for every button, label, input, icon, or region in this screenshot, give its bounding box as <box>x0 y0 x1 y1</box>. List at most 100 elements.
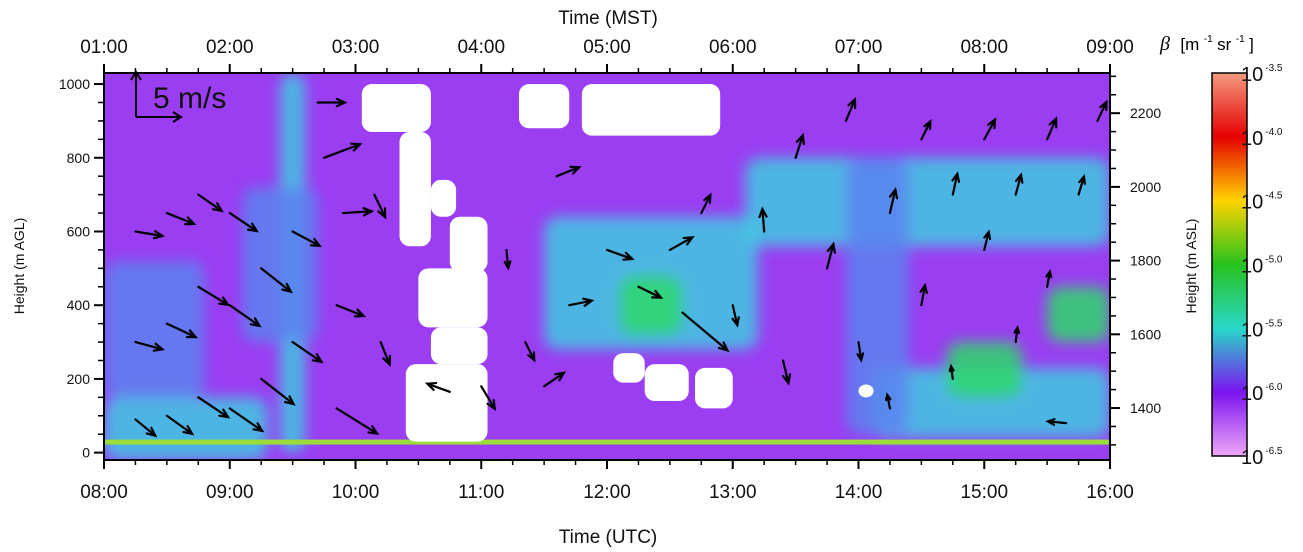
scale-arrow-label: 5 m/s <box>153 82 226 115</box>
top-tick-label: 01:00 <box>80 37 128 58</box>
missing-region <box>418 268 488 328</box>
colorbar-tick-label: 10 -4.5 <box>1241 191 1283 214</box>
wind-arrow <box>228 407 265 433</box>
top-tick-label: 03:00 <box>332 37 380 58</box>
wind-arrow <box>605 248 635 261</box>
wind-arrow <box>1096 99 1108 123</box>
wind-arrow <box>480 385 497 412</box>
wind-arrow <box>1014 172 1024 196</box>
colorbar-tick-base: 10 <box>1241 319 1263 341</box>
wind-arrow <box>884 392 892 410</box>
left-tick-label: 600 <box>67 223 91 239</box>
missing-region <box>399 131 431 247</box>
bottom-tick-label: 09:00 <box>206 482 254 503</box>
top-tick-label: 05:00 <box>583 37 631 58</box>
colorbar-tick-label: 10 -6.0 <box>1241 382 1283 405</box>
colorbar-tick-exponent: -4.0 <box>1265 127 1283 138</box>
missing-region <box>518 84 570 129</box>
wind-arrow <box>951 171 961 196</box>
colorbar-tick-exponent: -5.5 <box>1265 318 1283 329</box>
missing-region <box>430 179 457 217</box>
wind-arrow <box>197 285 231 307</box>
top-axis-title: Time (MST) <box>558 8 658 29</box>
wind-arrow <box>524 340 536 363</box>
wind-arrow <box>373 193 387 220</box>
missing-region <box>361 84 431 132</box>
colorbar-ticks: 10 -3.510 -4.010 -4.510 -5.010 -5.510 -6.010 -6… <box>1241 63 1283 469</box>
wind-arrow <box>1045 268 1053 288</box>
wind-arrow <box>1045 418 1068 426</box>
missing-region <box>644 364 689 402</box>
colorbar-tick-base: 10 <box>1241 128 1263 150</box>
colorbar-label: β [m -1 sr -1 ] <box>1159 29 1254 55</box>
colorbar-unit-exp1: -1 <box>1204 34 1213 45</box>
tick-labels: 08:00 01:00 09:00 02:00 10:00 03:00 11:00 04:00… <box>59 37 1162 503</box>
left-axis-title: Height (m AGL) <box>11 218 27 314</box>
plot-area <box>104 73 1110 460</box>
wind-arrow <box>681 311 730 353</box>
colorbar-tick-base: 10 <box>1241 447 1263 469</box>
left-tick-label: 0 <box>82 445 90 461</box>
tick-marks <box>94 64 1120 469</box>
field-region-blue <box>242 187 318 343</box>
wind-arrow <box>919 282 928 307</box>
colorbar-tick-exponent: -6.0 <box>1265 382 1283 393</box>
wind-arrow <box>291 230 322 248</box>
colorbar-tick-base: 10 <box>1241 64 1263 86</box>
right-tick-label: 1600 <box>1130 326 1161 342</box>
colorbar-tick-exponent: -4.5 <box>1265 191 1283 202</box>
colorbar-tick-base: 10 <box>1241 192 1263 214</box>
bottom-axis-title: Time (UTC) <box>559 527 658 548</box>
top-tick-label: 06:00 <box>709 37 757 58</box>
field-region-blue <box>845 157 909 435</box>
wind-arrow <box>197 396 231 419</box>
wind-arrow <box>503 248 512 271</box>
colorbar-tick-label: 10 -6.5 <box>1241 446 1283 469</box>
top-tick-label: 02:00 <box>206 37 254 58</box>
left-tick-label: 400 <box>67 297 91 313</box>
wind-arrow <box>920 118 932 141</box>
colorbar-tick-exponent: -3.5 <box>1265 63 1283 74</box>
field-region-green <box>946 342 1022 398</box>
wind-arrow <box>700 192 712 215</box>
wind-arrow <box>165 414 195 436</box>
right-tick-label: 2000 <box>1130 179 1161 195</box>
right-axis-title: Height (m ASL) <box>1183 219 1199 314</box>
wind-arrow <box>260 377 296 406</box>
wind-arrow <box>335 407 380 436</box>
colorbar-unit-exp2: -1 <box>1236 34 1245 45</box>
wind-arrow <box>856 340 865 363</box>
wind-arrow <box>983 117 997 141</box>
colorbar-unit-close: ] <box>1249 35 1254 54</box>
wind-arrow <box>316 97 348 108</box>
left-tick-label: 800 <box>67 150 91 166</box>
colorbar-tick-exponent: -5.0 <box>1265 255 1283 266</box>
wind-arrow <box>379 340 392 368</box>
wind-arrow <box>637 285 664 299</box>
wind-arrow <box>555 165 582 178</box>
bottom-tick-label: 15:00 <box>960 482 1008 503</box>
wind-arrow <box>341 207 375 217</box>
colorbar-unit: [m <box>1180 35 1199 54</box>
wind-arrow <box>568 297 595 307</box>
right-tick-label: 1800 <box>1130 253 1161 269</box>
wind-arrow <box>781 359 792 386</box>
bottom-tick-label: 08:00 <box>80 482 128 503</box>
missing-region <box>430 327 488 365</box>
field-region-green <box>619 275 683 335</box>
surface-layer-band <box>104 439 1110 445</box>
wind-arrow <box>134 340 166 352</box>
field-region-green <box>1047 286 1110 343</box>
wind-arrow <box>794 132 805 159</box>
wind-arrow <box>165 211 197 226</box>
wind-arrow <box>228 304 262 328</box>
colorbar-tick-label: 10 -5.0 <box>1241 255 1283 278</box>
left-tick-label: 200 <box>67 371 91 387</box>
colorbar-tick-base: 10 <box>1241 256 1263 278</box>
missing-region <box>613 353 645 383</box>
wind-arrow <box>1013 324 1021 344</box>
wind-arrow <box>758 206 768 233</box>
wind-arrow <box>335 304 367 318</box>
wind-arrow <box>228 211 259 233</box>
